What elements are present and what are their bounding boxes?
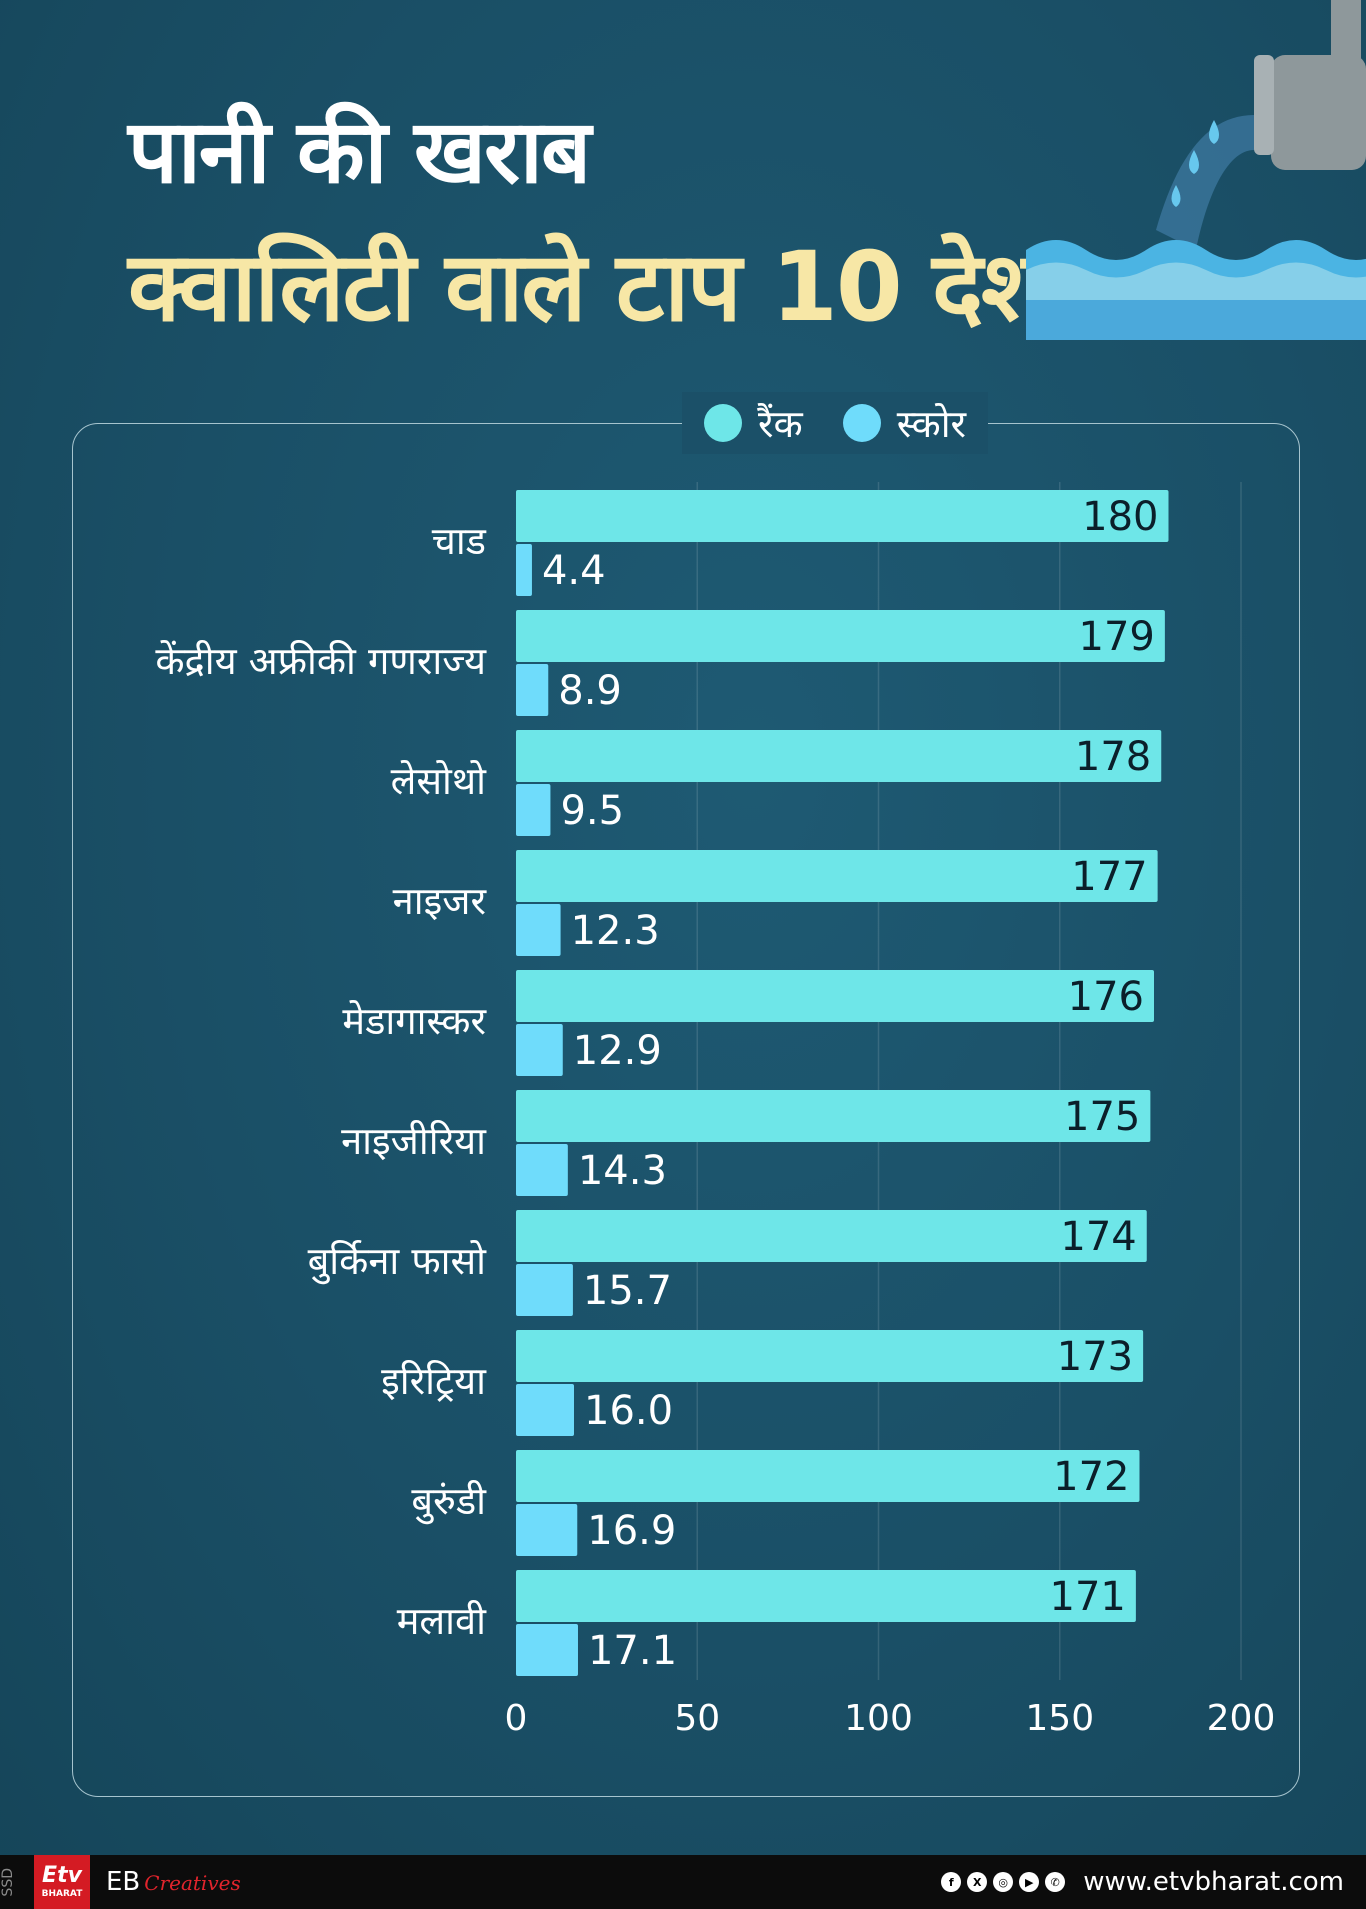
title-line-2: क्वालिटी वाले टाप 10 देश	[128, 231, 1046, 343]
x-tick-label: 150	[1025, 1698, 1094, 1739]
category-label: नाइजर	[393, 879, 488, 923]
website-link[interactable]: www.etvbharat.com	[1083, 1867, 1344, 1897]
whatsapp-icon[interactable]: ✆	[1045, 1872, 1066, 1892]
score-bar	[516, 1384, 574, 1436]
score-data-label: 9.5	[560, 788, 624, 834]
score-bar	[516, 904, 561, 956]
score-bar	[516, 784, 551, 836]
category-label: चाड	[432, 519, 487, 563]
score-bar	[516, 544, 532, 596]
rank-bar	[516, 970, 1154, 1022]
score-data-label: 16.0	[584, 1388, 673, 1434]
category-label: लेसोथो	[391, 759, 488, 803]
footer-bar: SSD Etv BHARAT EB Creatives f X ◎ ▶ ✆ www…	[0, 1855, 1366, 1909]
rank-bar	[516, 610, 1165, 662]
facebook-icon[interactable]: f	[941, 1872, 962, 1892]
rank-data-label: 180	[1082, 494, 1158, 540]
score-data-label: 12.9	[573, 1028, 662, 1074]
rank-bar	[516, 490, 1169, 542]
brand-label: EB	[106, 1867, 141, 1897]
category-label: नाइजीरिया	[341, 1119, 487, 1163]
rank-bar	[516, 1330, 1144, 1382]
social-links: f X ◎ ▶ ✆	[941, 1872, 1066, 1892]
rank-bar	[516, 1090, 1151, 1142]
score-data-label: 12.3	[571, 908, 660, 954]
youtube-icon[interactable]: ▶	[1019, 1872, 1040, 1892]
rank-bar	[516, 850, 1158, 902]
rank-data-label: 172	[1053, 1454, 1129, 1500]
brand-name: EB Creatives	[106, 1867, 241, 1897]
score-bar	[516, 664, 549, 716]
x-tick-label: 100	[844, 1698, 913, 1739]
rank-data-label: 179	[1079, 614, 1155, 660]
category-label: मेडागास्कर	[342, 999, 487, 1043]
category-label: इरिट्रिया	[381, 1359, 487, 1403]
rank-data-label: 175	[1064, 1094, 1140, 1140]
rank-bar	[516, 1210, 1147, 1262]
brand-suffix: Creatives	[144, 1871, 241, 1895]
score-data-label: 14.3	[578, 1148, 667, 1194]
x-tick-label: 0	[505, 1698, 528, 1739]
score-data-label: 4.4	[542, 548, 606, 594]
legend-item-score: स्कोर	[842, 397, 967, 449]
score-bar	[516, 1624, 578, 1676]
logo-subtext: BHARAT	[41, 1889, 83, 1899]
rank-bar	[516, 1570, 1136, 1622]
rank-bar	[516, 1450, 1140, 1502]
score-data-label: 17.1	[588, 1628, 677, 1674]
x-icon[interactable]: X	[967, 1872, 988, 1892]
x-tick-label: 50	[674, 1698, 720, 1739]
category-label: बुर्किना फासो	[308, 1239, 488, 1285]
score-bar	[516, 1024, 563, 1076]
category-label: मलावी	[397, 1599, 487, 1643]
score-bar	[516, 1504, 578, 1556]
score-data-label: 15.7	[583, 1268, 672, 1314]
score-data-label: 16.9	[587, 1508, 676, 1554]
chart-legend: रैंक स्कोर	[682, 392, 989, 454]
legend-label-rank: रैंक	[758, 402, 803, 446]
rank-data-label: 174	[1060, 1214, 1136, 1260]
etv-bharat-logo: Etv BHARAT	[34, 1855, 90, 1909]
title-line-1: पानी की खराब	[128, 100, 591, 203]
side-label: SSD	[0, 1867, 16, 1897]
rank-data-label: 178	[1075, 734, 1151, 780]
legend-swatch-score	[842, 404, 881, 442]
rank-data-label: 173	[1057, 1334, 1133, 1380]
instagram-icon[interactable]: ◎	[993, 1872, 1014, 1892]
score-bar	[516, 1144, 568, 1196]
score-data-label: 8.9	[558, 668, 622, 714]
x-tick-label: 200	[1207, 1698, 1276, 1739]
rank-data-label: 177	[1071, 854, 1147, 900]
score-bar	[516, 1264, 573, 1316]
legend-label-score: स्कोर	[896, 402, 967, 446]
logo-text: Etv	[42, 1863, 82, 1888]
category-label: केंद्रीय अफ्रीकी गणराज्य	[155, 639, 487, 683]
legend-item-rank: रैंक	[704, 397, 803, 449]
legend-swatch-rank	[704, 404, 742, 442]
rank-data-label: 171	[1050, 1574, 1126, 1620]
rank-data-label: 176	[1068, 974, 1144, 1020]
water-tap-icon	[1026, 0, 1366, 340]
category-label: बुरुंडी	[411, 1479, 487, 1525]
rank-bar	[516, 730, 1162, 782]
